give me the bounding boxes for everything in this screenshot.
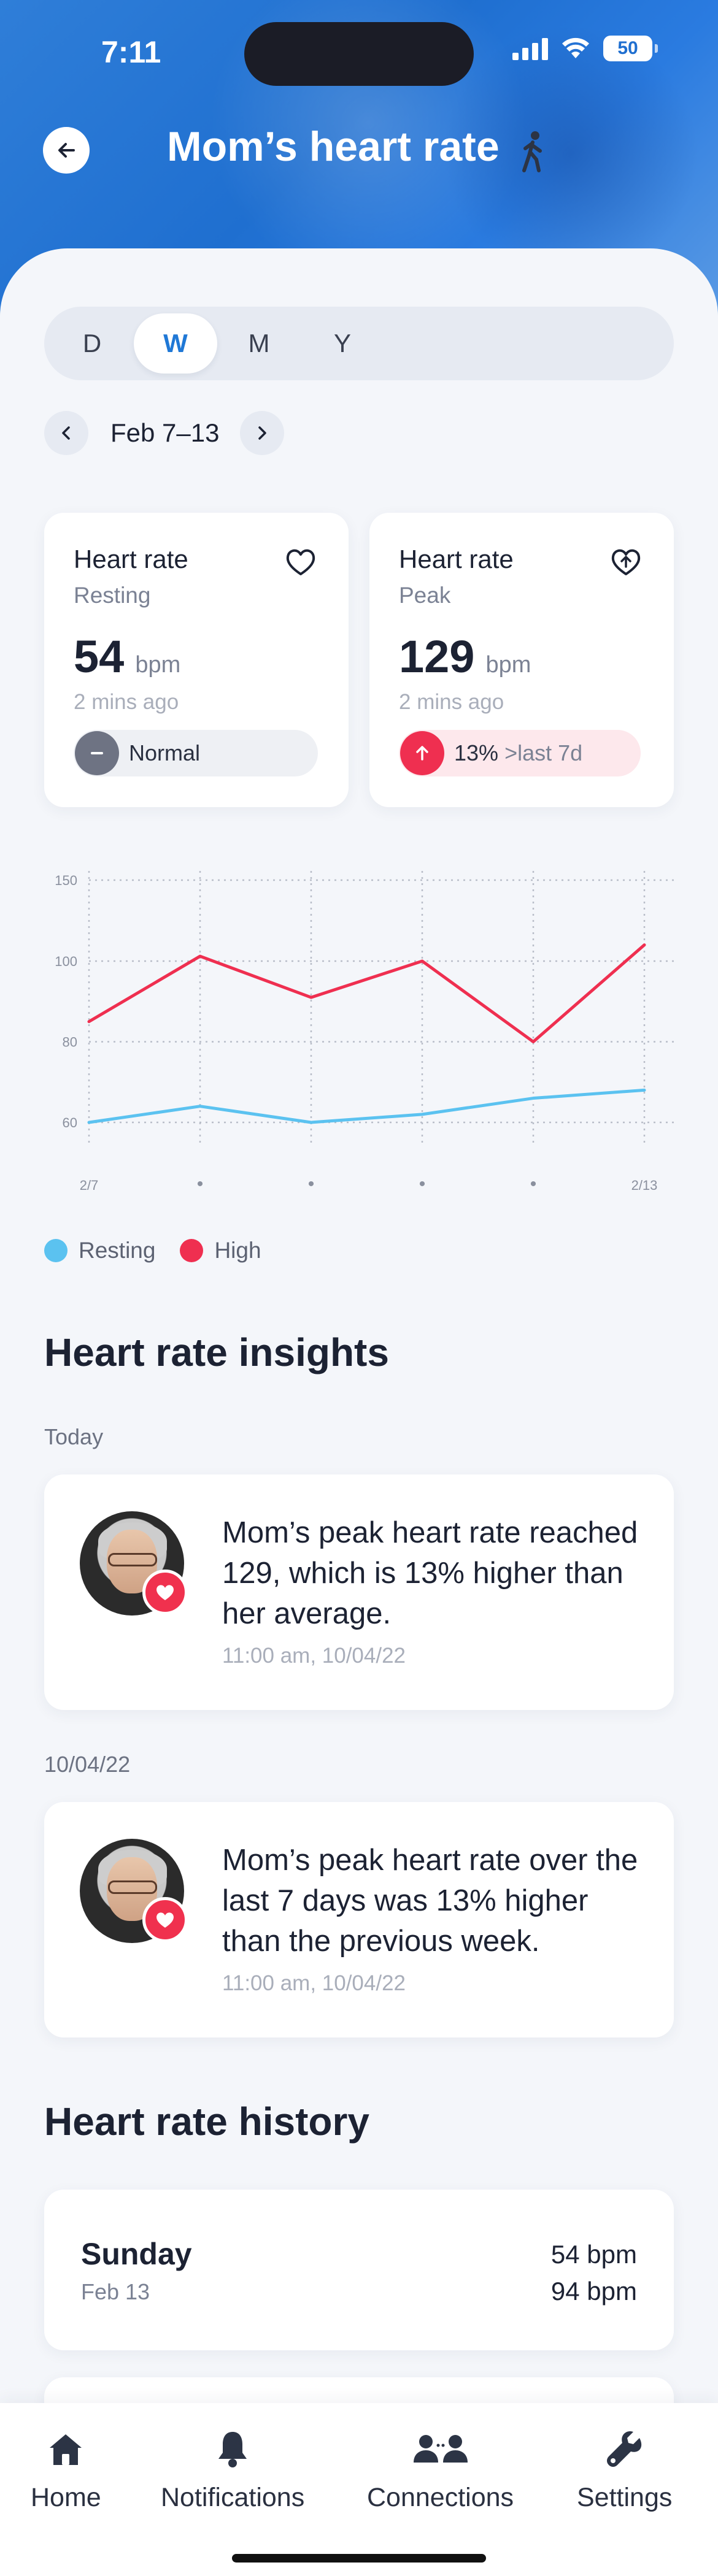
heart-outline-icon bbox=[286, 549, 315, 575]
period-selector: D W M Y bbox=[44, 307, 674, 380]
signal-icon bbox=[512, 37, 548, 60]
arrow-left-icon bbox=[58, 143, 75, 158]
tab-label: Home bbox=[31, 2483, 101, 2512]
resting-heart-rate-card[interactable]: Heart rate Resting 54 bpm 2 mins ago Nor… bbox=[44, 513, 349, 807]
status-text: Normal bbox=[129, 740, 201, 765]
tab-month[interactable]: M bbox=[248, 329, 270, 358]
chart-legend: Resting High bbox=[44, 1238, 286, 1263]
insight-message: Mom’s peak heart rate over the last 7 da… bbox=[222, 1844, 638, 1958]
next-range-button[interactable] bbox=[240, 411, 285, 455]
y-tick-label: 80 bbox=[63, 1035, 77, 1050]
history-day: Sunday bbox=[81, 2237, 192, 2271]
tab-week[interactable]: W bbox=[134, 313, 217, 374]
people-icon bbox=[410, 2428, 471, 2471]
history-resting-value: 54 bpm bbox=[550, 2240, 637, 2269]
walking-icon bbox=[522, 131, 542, 172]
stat-timestamp: 2 mins ago bbox=[74, 690, 179, 714]
insight-date-label: Today bbox=[44, 1424, 104, 1449]
change-value: 13% bbox=[454, 740, 499, 765]
date-range-label: Feb 7–13 bbox=[110, 418, 220, 447]
arrow-up-icon bbox=[400, 731, 444, 775]
status-bar: 7:11 50 bbox=[0, 0, 718, 86]
heart-badge-icon bbox=[142, 1897, 188, 1942]
heart-arrow-up-icon bbox=[611, 549, 641, 575]
tab-notifications[interactable]: Notifications bbox=[161, 2428, 304, 2513]
insight-message: Mom’s peak heart rate reached 129, which… bbox=[222, 1516, 638, 1630]
page-title: Mom’s heart rate bbox=[167, 123, 500, 170]
change-note: >last 7d bbox=[504, 740, 583, 765]
stat-subtitle: Peak bbox=[399, 583, 451, 608]
heart-rate-chart: 60 80 100 150 2/7 • • • • 2/13 bbox=[55, 871, 675, 1194]
bottom-tab-bar: Home Notifications Connections Settings bbox=[0, 2403, 718, 2576]
history-high-value: 94 bpm bbox=[550, 2277, 637, 2306]
stat-value: 54 bbox=[74, 631, 125, 682]
change-badge: 13% >last 7d bbox=[399, 730, 641, 776]
change-text: 13% >last 7d bbox=[454, 740, 582, 766]
stat-subtitle: Resting bbox=[74, 583, 151, 608]
stat-value-row: 54 bpm bbox=[74, 631, 319, 683]
x-tick-label: • bbox=[530, 1174, 537, 1194]
battery-icon: 50 bbox=[603, 36, 658, 61]
chevron-left-icon bbox=[62, 426, 70, 440]
tab-connections[interactable]: Connections bbox=[367, 2428, 514, 2513]
back-button[interactable] bbox=[43, 127, 90, 174]
insight-card[interactable]: Mom’s peak heart rate over the last 7 da… bbox=[44, 1802, 674, 2037]
home-icon bbox=[44, 2428, 87, 2471]
series-line-resting bbox=[87, 1088, 646, 1124]
stat-title: Heart rate bbox=[399, 545, 514, 573]
insight-card[interactable]: Mom’s peak heart rate reached 129, which… bbox=[44, 1474, 674, 1710]
peak-heart-rate-card[interactable]: Heart rate Peak 129 bpm 2 mins ago 13% >… bbox=[369, 513, 674, 807]
stat-unit: bpm bbox=[135, 652, 181, 678]
y-tick-label: 60 bbox=[63, 1115, 77, 1130]
stat-timestamp: 2 mins ago bbox=[399, 690, 504, 714]
tab-year[interactable]: Y bbox=[333, 329, 351, 358]
x-tick-label: • bbox=[197, 1174, 204, 1194]
tab-home[interactable]: Home bbox=[31, 2428, 101, 2513]
history-date: Feb 13 bbox=[81, 2279, 150, 2304]
insight-timestamp: 11:00 am, 10/04/22 bbox=[222, 1644, 406, 1668]
stat-title: Heart rate bbox=[74, 545, 188, 573]
avatar-glasses bbox=[108, 1880, 157, 1894]
status-time: 7:11 bbox=[101, 35, 161, 69]
status-icons: 50 bbox=[512, 36, 658, 61]
insight-timestamp: 11:00 am, 10/04/22 bbox=[222, 1971, 406, 1995]
history-row[interactable]: Sunday Feb 13 54 bpm 94 bpm bbox=[44, 2190, 674, 2350]
x-tick-label: • bbox=[419, 1174, 426, 1194]
legend-high-dot bbox=[180, 1239, 204, 1262]
stat-value-row: 129 bpm bbox=[399, 631, 644, 683]
wrench-icon bbox=[603, 2428, 646, 2471]
x-tick-label: • bbox=[308, 1174, 315, 1194]
tab-label: Notifications bbox=[161, 2483, 305, 2512]
insight-date-label: 10/04/22 bbox=[44, 1752, 131, 1777]
legend-high-label: High bbox=[214, 1238, 261, 1263]
history-title: Heart rate history bbox=[44, 2099, 369, 2144]
home-indicator bbox=[232, 2554, 486, 2563]
wifi-icon bbox=[562, 37, 589, 58]
insights-title: Heart rate insights bbox=[44, 1330, 389, 1374]
x-tick-label: 2/13 bbox=[631, 1178, 658, 1193]
avatar-glasses bbox=[108, 1553, 157, 1566]
x-tick-label: 2/7 bbox=[80, 1178, 99, 1193]
stat-value: 129 bbox=[399, 631, 475, 682]
series-line-high bbox=[87, 943, 646, 1043]
previous-range-button[interactable] bbox=[44, 411, 88, 455]
date-range-nav: Feb 7–13 bbox=[44, 411, 285, 455]
y-tick-label: 150 bbox=[55, 873, 77, 888]
tab-label: Settings bbox=[577, 2483, 673, 2512]
tab-label: Connections bbox=[367, 2483, 514, 2512]
legend-resting-label: Resting bbox=[79, 1238, 156, 1263]
stat-unit: bpm bbox=[485, 652, 531, 678]
status-badge: Normal bbox=[74, 730, 318, 776]
avatar bbox=[80, 1839, 184, 1943]
dynamic-island bbox=[244, 22, 474, 86]
chevron-right-icon bbox=[258, 426, 267, 440]
legend-resting-dot bbox=[44, 1239, 68, 1262]
bell-icon bbox=[211, 2428, 254, 2471]
minus-icon bbox=[75, 731, 119, 775]
y-tick-label: 100 bbox=[55, 954, 77, 969]
tab-settings[interactable]: Settings bbox=[577, 2428, 672, 2513]
heart-badge-icon bbox=[142, 1570, 188, 1615]
tab-day[interactable]: D bbox=[82, 329, 102, 358]
header-photo-shadow bbox=[442, 25, 700, 282]
